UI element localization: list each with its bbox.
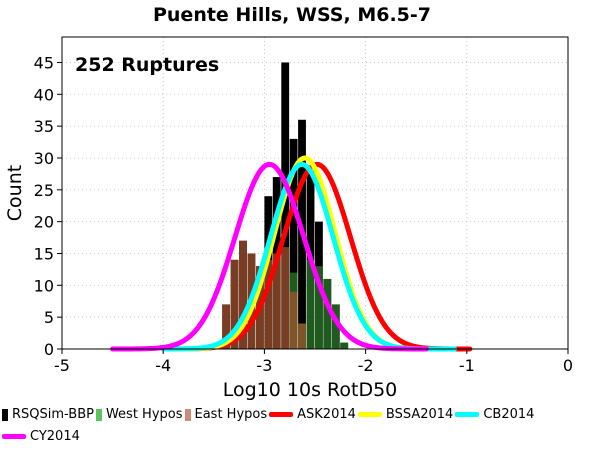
x-tick-label-4: -1: [459, 356, 475, 375]
axes: -5 -4 -3 -2 -1 0 0 5 10 15 20 25 30 35 40 45: [34, 53, 573, 375]
bar-west-hypos-11: [315, 266, 323, 349]
chart-title: Puente Hills, WSS, M6.5-7: [153, 4, 431, 26]
legend-swatch: [2, 408, 8, 421]
legend-item-east-hypos: East Hypos: [184, 404, 268, 426]
bar-east-hypos-6: [272, 253, 281, 349]
bar-east-hypos-0: [222, 304, 231, 349]
x-axis-label: Log10 10s RotD50: [223, 379, 398, 401]
x-tick-label-5: 0: [563, 356, 573, 375]
bar-west-hypos-10: [306, 259, 315, 349]
x-tick-label-2: -3: [256, 356, 272, 375]
chart-legend: RSQSim-BBP West Hypos East Hypos ASK2014 BSS…: [2, 404, 598, 448]
bar-east-hypos-1: [230, 259, 239, 349]
bar-east-hypos-5: [264, 259, 273, 349]
gmpe-curves: [110, 155, 473, 352]
legend-swatch: [455, 412, 480, 417]
legend-item-cy2014: CY2014: [2, 426, 80, 448]
y-tick-label-2: 10: [34, 276, 54, 295]
x-tick-label-0: -5: [54, 356, 70, 375]
x-tick-label-3: -2: [358, 356, 374, 375]
legend-swatch: [2, 434, 26, 439]
y-tick-label-0: 0: [44, 340, 54, 359]
rupture-count-annotation: 252 Ruptures: [75, 54, 219, 76]
bar-west-hypos-13: [331, 304, 340, 349]
legend-label: ASK2014: [297, 407, 356, 422]
y-tick-label-9: 45: [34, 53, 54, 72]
legend-label: CY2014: [30, 429, 80, 444]
legend-swatch: [184, 408, 191, 421]
y-tick-label-7: 35: [34, 117, 54, 136]
legend-item-bssa2014: BSSA2014: [357, 404, 454, 426]
legend-label: West Hypos: [105, 407, 183, 422]
legend-item-west-hypos: West Hypos: [95, 404, 183, 426]
plot-frame: [61, 36, 569, 350]
curve-cy2014: [110, 161, 429, 352]
x-tick-label-1: -4: [155, 356, 171, 375]
y-tick-label-4: 20: [34, 213, 54, 232]
bar-east-hypos-7: [281, 247, 290, 349]
legend-label: RSQSim-BBP: [12, 407, 94, 422]
bar-west-hypos-12: [323, 278, 332, 349]
bar-rsqsim-bbp-7: [281, 62, 290, 349]
y-axis-label: Count: [4, 165, 26, 221]
legend-swatch: [357, 412, 382, 417]
legend-label: CB2014: [483, 407, 535, 422]
bar-east-hypos-2: [239, 240, 247, 349]
legend-swatch: [269, 412, 294, 417]
legend-item-cb2014: CB2014: [455, 404, 534, 426]
y-tick-label-3: 15: [34, 244, 54, 263]
bar-rsqsim-bbp-8: [289, 138, 298, 349]
legend-swatch: [95, 408, 102, 421]
legend-label: East Hypos: [194, 407, 268, 422]
bar-east-hypos-9: [298, 323, 306, 349]
y-tick-label-1: 5: [44, 308, 54, 327]
legend-label: BSSA2014: [385, 407, 454, 422]
bar-west-hypos-14: [340, 342, 349, 349]
legend-item-ask2014: ASK2014: [269, 404, 356, 426]
bar-east-hypos-8: [289, 291, 298, 349]
y-tick-label-8: 40: [34, 85, 54, 104]
legend-item-rsqsim-bbp: RSQSim-BBP: [2, 404, 94, 426]
y-tick-label-6: 30: [34, 149, 54, 168]
y-tick-label-5: 25: [34, 181, 54, 200]
